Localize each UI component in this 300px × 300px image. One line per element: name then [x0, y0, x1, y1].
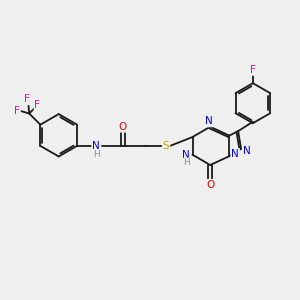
- Text: N: N: [92, 141, 100, 151]
- Text: H: H: [183, 158, 189, 167]
- Text: N: N: [205, 116, 213, 126]
- Text: N: N: [243, 146, 251, 156]
- Text: H: H: [93, 150, 100, 159]
- Text: F: F: [250, 65, 256, 75]
- Text: S: S: [163, 141, 169, 151]
- Text: N: N: [182, 150, 190, 160]
- Text: F: F: [24, 94, 30, 104]
- Text: O: O: [206, 180, 214, 190]
- Text: N: N: [231, 149, 239, 159]
- Text: O: O: [118, 122, 127, 132]
- Text: F: F: [14, 106, 20, 116]
- Text: F: F: [34, 100, 40, 110]
